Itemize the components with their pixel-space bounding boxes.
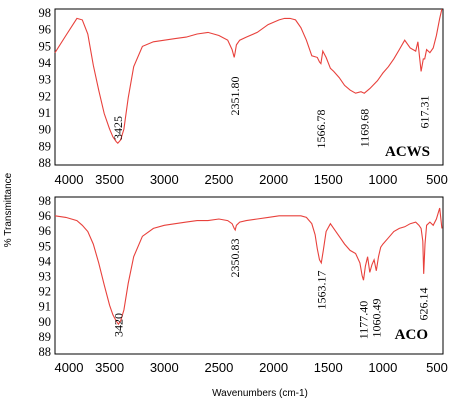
x-tick-label: 500 xyxy=(426,172,448,187)
y-tick-label: 94 xyxy=(39,254,52,268)
y-tick-label: 92 xyxy=(39,285,52,299)
x-tick-label: 3000 xyxy=(150,172,179,187)
peak-label: 2350.83 xyxy=(228,239,242,278)
plot-frame xyxy=(54,8,444,166)
peak-label: 2351.80 xyxy=(228,77,242,116)
y-tick-label: 91 xyxy=(39,300,52,314)
sample-label: ACWS xyxy=(385,144,430,160)
x-tick-label: 3500 xyxy=(95,360,124,375)
peak-label: 1060.49 xyxy=(369,299,383,338)
y-tick-label: 96 xyxy=(39,224,52,238)
y-tick-label: 89 xyxy=(39,330,52,344)
peak-label: 617.31 xyxy=(418,96,432,129)
x-tick-label: 1000 xyxy=(368,360,397,375)
peak-label: 3425 xyxy=(111,116,125,140)
x-tick-label: 1500 xyxy=(314,172,343,187)
x-tick-label: 500 xyxy=(426,360,448,375)
y-tick-label: 88 xyxy=(39,345,52,359)
peak-label: 1563.17 xyxy=(314,271,328,310)
spectrum-line xyxy=(54,207,443,326)
x-tick-label: 1000 xyxy=(368,172,397,187)
x-axis-label: Wavenumbers (cm-1) xyxy=(212,388,308,399)
y-tick-label: 89 xyxy=(39,139,52,153)
x-tick-label: 3000 xyxy=(150,360,179,375)
y-tick-label: 93 xyxy=(39,73,52,87)
peak-label: 3420 xyxy=(111,313,125,337)
peak-label: 1566.78 xyxy=(314,110,328,149)
y-axis-label: % Transmittance xyxy=(3,172,14,247)
x-tick-label: 4000 xyxy=(55,360,84,375)
x-tick-label: 2000 xyxy=(259,360,288,375)
x-tick-label: 2500 xyxy=(204,172,233,187)
y-tick-label: 91 xyxy=(39,106,52,120)
y-tick-label: 90 xyxy=(39,315,52,329)
y-tick-label: 98 xyxy=(39,194,52,208)
x-tick-label: 3500 xyxy=(95,172,124,187)
y-tick-label: 93 xyxy=(39,270,52,284)
y-tick-label: 92 xyxy=(39,89,52,103)
spectrum-line xyxy=(54,8,443,145)
y-tick-label: 94 xyxy=(39,56,52,70)
x-tick-label: 4000 xyxy=(55,172,84,187)
y-tick-label: 88 xyxy=(39,156,52,170)
x-tick-label: 2000 xyxy=(259,172,288,187)
peak-label: 1177.40 xyxy=(357,301,371,340)
peak-label: 626.14 xyxy=(417,288,431,321)
y-tick-label: 95 xyxy=(39,39,52,53)
y-tick-label: 95 xyxy=(39,239,52,253)
sample-label: ACO xyxy=(395,327,428,343)
peak-label: 1169.68 xyxy=(357,109,371,148)
y-tick-label: 98 xyxy=(39,6,52,20)
x-tick-label: 1500 xyxy=(314,360,343,375)
y-tick-label: 96 xyxy=(39,209,52,223)
y-tick-label: 90 xyxy=(39,123,52,137)
y-tick-label: 96 xyxy=(39,23,52,37)
x-tick-label: 2500 xyxy=(204,360,233,375)
plot-frame xyxy=(54,196,444,355)
